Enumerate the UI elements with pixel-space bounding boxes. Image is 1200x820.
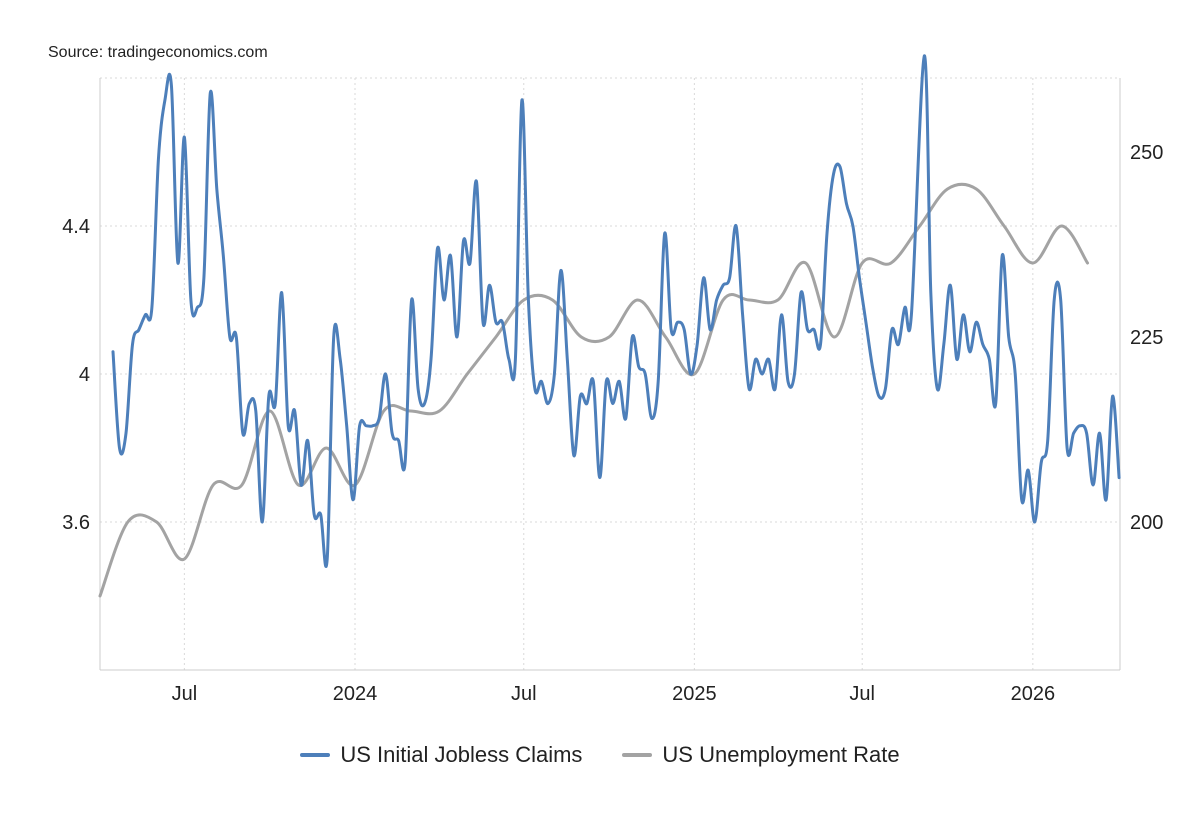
x-tick-label: 2024	[333, 683, 378, 705]
series-unemployment	[98, 182, 1089, 598]
right-y-tick-label: 250	[1130, 142, 1163, 164]
legend-swatch-claims	[300, 753, 331, 757]
x-tick-label: 2026	[1011, 683, 1056, 705]
legend-label-unemployment: US Unemployment Rate	[662, 742, 900, 767]
legend-swatch-unemployment	[622, 753, 653, 757]
axis-lines	[99, 78, 1121, 671]
right-y-tick-label: 200	[1130, 512, 1163, 534]
source-text: Source: tradingeconomics.com	[48, 44, 268, 61]
line-initial-jobless-claims	[111, 54, 1121, 569]
legend-item-unemployment[interactable]: US Unemployment Rate	[622, 742, 900, 768]
series-jobless-claims	[111, 54, 1121, 569]
x-tick-labels: Jul 2024 Jul 2025 Jul 2026	[172, 683, 1055, 705]
x-tick-label: Jul	[849, 683, 875, 705]
x-tick-label: Jul	[172, 683, 198, 705]
right-y-tick-labels: 200 225 250	[1130, 142, 1163, 534]
legend-label-claims: US Initial Jobless Claims	[340, 742, 583, 767]
legend: US Initial Jobless Claims US Unemploymen…	[0, 742, 1200, 768]
left-y-tick-labels: 3.6 4 4.4	[62, 216, 90, 534]
legend-item-claims[interactable]: US Initial Jobless Claims	[300, 742, 582, 768]
left-y-tick-label: 4	[79, 364, 90, 386]
grid-lines	[100, 77, 1120, 670]
x-tick-label: Jul	[511, 683, 537, 705]
line-unemployment-rate	[98, 182, 1089, 598]
left-y-tick-label: 3.6	[62, 512, 90, 534]
left-y-tick-label: 4.4	[62, 216, 90, 238]
right-y-tick-label: 225	[1130, 327, 1163, 349]
x-tick-label: 2025	[672, 683, 717, 705]
